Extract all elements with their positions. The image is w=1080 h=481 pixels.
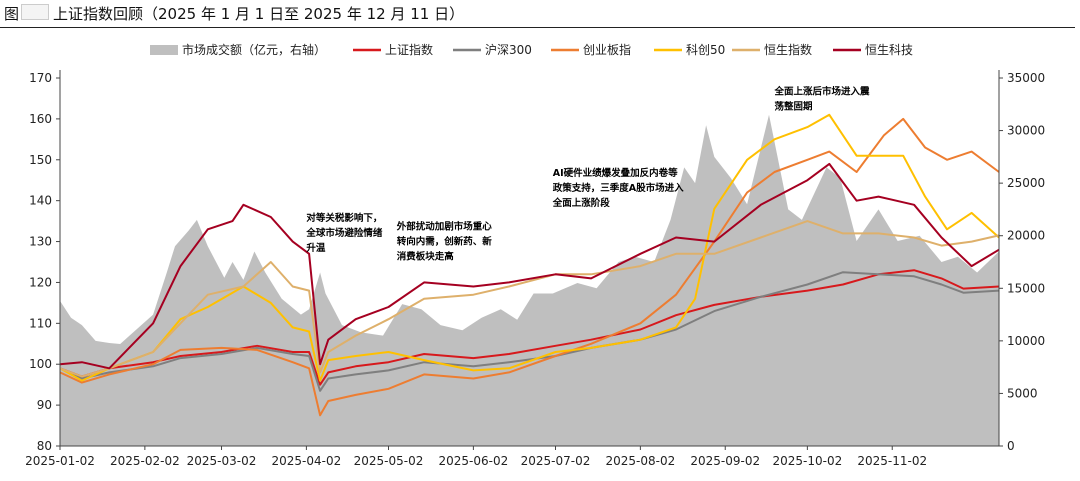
x-tick-label: 2025-01-02	[25, 454, 95, 468]
legend-label: 科创50	[686, 43, 725, 57]
x-tick-label: 2025-11-02	[857, 454, 927, 468]
y-right-tick-label: 20000	[1007, 229, 1045, 243]
y-left-tick-label: 130	[29, 235, 52, 249]
x-tick-label: 2025-06-02	[439, 454, 509, 468]
annotation-text: 全面上涨阶段	[552, 197, 611, 209]
line-layer	[59, 113, 1000, 417]
x-tick-label: 2025-08-02	[605, 454, 675, 468]
annotation-text: 全球市场避险情绪	[305, 227, 383, 239]
y-left-tick-label: 90	[37, 398, 52, 412]
legend-label: 上证指数	[385, 42, 433, 57]
y-left-tick-label: 80	[37, 439, 52, 453]
annotation-text: 升温	[306, 242, 326, 254]
x-tick-label: 2025-07-02	[521, 454, 591, 468]
legend-label: 恒生科技	[865, 43, 913, 57]
y-right-tick-label: 5000	[1007, 386, 1038, 400]
x-tick-label: 2025-10-02	[772, 454, 842, 468]
y-left-tick-label: 160	[29, 112, 52, 126]
legend-label: 沪深300	[485, 43, 532, 57]
series-line-3	[59, 117, 1000, 417]
y-right-tick-label: 35000	[1007, 71, 1045, 85]
annotation-text: 消费板块走高	[397, 250, 455, 262]
legend-label: 恒生指数	[764, 42, 812, 57]
legend-label: 市场成交额（亿元，右轴）	[182, 42, 326, 57]
series-line-6	[59, 162, 1000, 370]
chart-title: 图 上证指数回顾（2025 年 1 月 1 日至 2025 年 12 月 11 日…	[4, 3, 464, 24]
x-tick-label: 2025-02-02	[110, 454, 180, 468]
annotation-text: 外部扰动加剧市场重心	[396, 220, 493, 232]
y-left-tick-label: 110	[29, 316, 52, 330]
legend: 市场成交额（亿元，右轴） 上证指数 沪深300 创业板指 科创50 恒生指数 恒生科技	[150, 42, 913, 57]
y-right-tick-label: 10000	[1007, 334, 1045, 348]
y-left-tick-label: 150	[29, 153, 52, 167]
figure-prefix: 图	[4, 5, 20, 23]
y-right-tick-label: 15000	[1007, 281, 1045, 295]
title-text: 上证指数回顾（2025 年 1 月 1 日至 2025 年 12 月 11 日）	[53, 5, 465, 23]
axis-layer: 80 90 100 110 120 130 140 150 160 170 0 5000 10000 15…	[25, 70, 1045, 468]
figure-number-box	[21, 4, 50, 20]
series-line-4	[59, 113, 1000, 382]
annotation-text: 对等关税影响下，	[306, 212, 382, 224]
x-tick-label: 2025-04-02	[272, 454, 342, 468]
series-line-5	[59, 220, 1000, 378]
x-tick-label: 2025-09-02	[690, 454, 760, 468]
y-right-tick-label: 0	[1007, 439, 1015, 453]
series-line-2	[59, 271, 1000, 392]
y-left-tick-label: 100	[29, 357, 52, 371]
y-right-tick-label: 25000	[1007, 176, 1045, 190]
y-right-tick-label: 30000	[1007, 124, 1045, 138]
annotation-text: 转向内需，创新药、新	[397, 235, 493, 247]
series-line-1	[59, 269, 1000, 386]
legend-label: 创业板指	[583, 42, 631, 57]
x-tick-label: 2025-03-02	[187, 454, 257, 468]
annotation-text: 政策支持，三季度A股市场进入	[553, 182, 684, 194]
x-tick-label: 2025-05-02	[354, 454, 424, 468]
annotation-text: 荡整固期	[775, 100, 813, 112]
chart: 80 90 100 110 120 130 140 150 160 170 0 5000 10000 15…	[25, 42, 1045, 468]
y-left-tick-label: 140	[29, 194, 52, 208]
legend-swatch	[150, 45, 178, 55]
title-bar: 图 上证指数回顾（2025 年 1 月 1 日至 2025 年 12 月 11 日…	[0, 0, 1075, 28]
annotation-text: AI硬件业绩爆发叠加反内卷等	[553, 167, 678, 179]
annotation-text: 全面上涨后市场进入震	[774, 85, 871, 97]
y-left-tick-label: 170	[29, 71, 52, 85]
y-left-tick-label: 120	[29, 275, 52, 289]
